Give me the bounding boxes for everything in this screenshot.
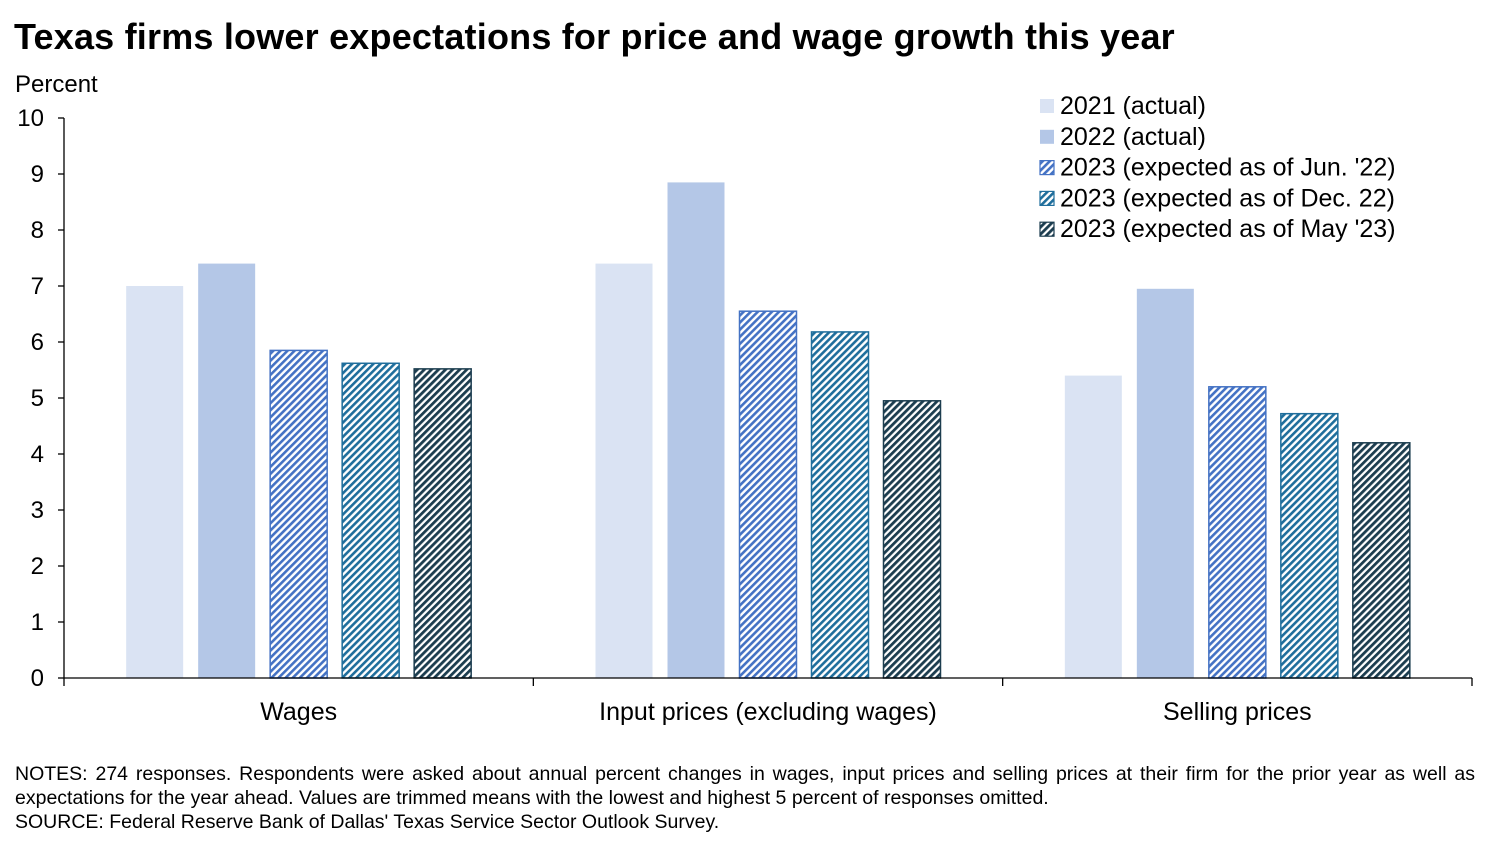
- notes-text: NOTES: 274 responses. Respondents were a…: [15, 763, 1475, 809]
- y-tick-label: 1: [31, 609, 44, 636]
- bar-3-1: [269, 349, 328, 679]
- bar-1-3: [1064, 375, 1122, 678]
- chart-title: Texas firms lower expectations for price…: [14, 16, 1175, 57]
- legend-swatch: [1039, 160, 1055, 176]
- y-tick-label: 6: [31, 329, 44, 356]
- bar-4-2: [810, 331, 870, 679]
- bar-1-1: [126, 286, 184, 678]
- y-axis: 0 1 2 3 4 5 6 7 8 9 10: [17, 105, 65, 692]
- legend-swatch: [1039, 221, 1055, 237]
- bar-4-3: [1280, 412, 1339, 679]
- bar-5-3: [1352, 442, 1411, 679]
- legend-swatch: [1040, 99, 1054, 113]
- x-axis: Wages Input prices (excluding wages) Selli…: [63, 677, 1473, 726]
- notes: NOTES: 274 responses. Respondents were a…: [15, 762, 1475, 834]
- legend-label: 2021 (actual): [1060, 92, 1206, 120]
- x-tick-label: Input prices (excluding wages): [599, 698, 937, 726]
- x-tick-label: Wages: [260, 698, 337, 726]
- x-tick-label: Selling prices: [1163, 698, 1312, 726]
- legend-label: 2023 (expected as of May '23): [1060, 215, 1396, 243]
- y-axis-label: Percent: [15, 71, 98, 98]
- y-tick-label: 3: [31, 497, 44, 524]
- legend-label: 2023 (expected as of Jun. '22): [1060, 154, 1396, 182]
- legend-swatch: [1040, 129, 1054, 144]
- bar-3-2: [738, 310, 798, 679]
- y-tick-label: 10: [17, 105, 44, 132]
- bar-5-2: [882, 400, 942, 679]
- legend-label: 2022 (actual): [1060, 123, 1206, 151]
- y-tick-label: 4: [31, 441, 44, 468]
- y-tick-label: 7: [31, 273, 44, 300]
- bar-2-3: [1136, 288, 1194, 678]
- bar-4-1: [341, 362, 400, 679]
- y-tick-label: 2: [31, 553, 44, 580]
- bar-3-3: [1208, 386, 1267, 679]
- bar-2-1: [198, 263, 256, 678]
- bar-1-2: [595, 263, 653, 678]
- y-tick-label: 9: [31, 161, 44, 188]
- y-tick-label: 0: [31, 665, 44, 692]
- legend: 2021 (actual) 2022 (actual) 2023 (expected…: [1039, 92, 1396, 243]
- source-text: SOURCE: Federal Reserve Bank of Dallas' …: [15, 811, 720, 833]
- y-tick-label: 8: [31, 217, 44, 244]
- bar-5-1: [413, 368, 472, 679]
- bars: [126, 182, 1411, 679]
- y-tick-label: 5: [31, 385, 44, 412]
- legend-label: 2023 (expected as of Dec. 22): [1060, 184, 1395, 212]
- legend-swatch: [1039, 190, 1055, 206]
- bar-2-2: [667, 182, 725, 678]
